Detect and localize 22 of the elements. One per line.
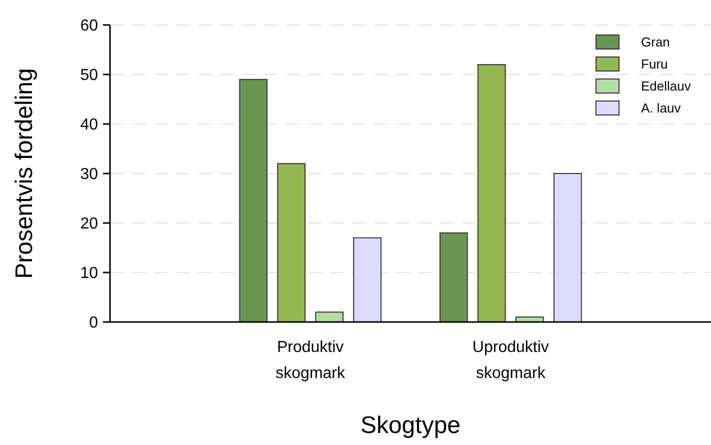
bar xyxy=(477,64,506,322)
y-tick-label: 20 xyxy=(80,216,98,233)
y-tick-label: 0 xyxy=(89,314,98,332)
x-axis-title: Skogtype xyxy=(360,412,461,439)
legend-label: Gran xyxy=(641,34,670,50)
y-tick-label: 10 xyxy=(80,265,98,282)
y-tick-label: 30 xyxy=(80,166,98,184)
legend-label: Edellauv xyxy=(641,78,692,94)
bar xyxy=(439,232,468,322)
bar xyxy=(553,173,582,322)
legend-label: A. lauv xyxy=(641,100,682,116)
bar xyxy=(353,237,382,322)
y-tick-label: 60 xyxy=(80,18,98,35)
y-tick-label: 40 xyxy=(80,116,98,134)
x-tick-label: Produktiv skogmark xyxy=(276,339,346,382)
y-axis-title: Prosentvis fordeling xyxy=(11,68,38,279)
bar xyxy=(239,78,268,322)
bar xyxy=(315,312,344,322)
y-tick-label: 50 xyxy=(80,67,98,84)
legend-label: Furu xyxy=(641,56,668,72)
bar xyxy=(277,163,306,322)
x-tick-label: Uproduktiv skogmark xyxy=(472,339,549,382)
